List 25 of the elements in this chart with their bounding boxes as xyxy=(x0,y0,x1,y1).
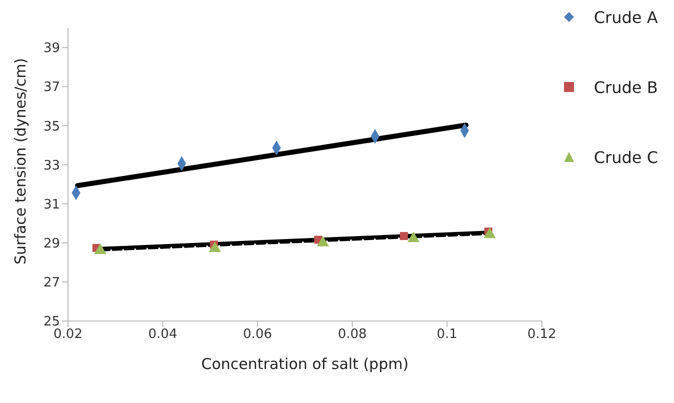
x-axis-title: Concentration of salt (ppm) xyxy=(201,355,409,373)
x-tick-label: 0.06 xyxy=(243,327,272,342)
point xyxy=(316,236,330,246)
y-tick-label: 31 xyxy=(43,197,60,212)
y-tick-label: 35 xyxy=(43,119,60,134)
y-tick-label: 25 xyxy=(43,314,60,330)
x-tick-label: 0.08 xyxy=(338,327,367,342)
y-axis-title: Surface tension (dynes/cm) xyxy=(11,58,30,264)
y-tick-label: 33 xyxy=(43,158,60,174)
point xyxy=(484,228,496,238)
y-tick-label: 27 xyxy=(43,276,60,291)
legend-label: Crude C xyxy=(594,148,658,166)
point xyxy=(208,242,221,252)
x-tick-label: 0.04 xyxy=(148,327,178,342)
y-tick-label: 39 xyxy=(43,41,60,56)
legend-label: Crude A xyxy=(594,8,658,26)
point xyxy=(400,232,408,240)
point xyxy=(94,243,106,254)
legend-label: Crude B xyxy=(594,78,658,96)
y-tick-label: 29 xyxy=(43,236,60,252)
x-tick-label: 0.12 xyxy=(527,327,556,342)
x-tick-label: 0.02 xyxy=(54,327,82,342)
y-tick-label: 37 xyxy=(43,80,60,96)
point xyxy=(407,232,420,242)
x-tick-label: 0.1 xyxy=(436,327,458,342)
